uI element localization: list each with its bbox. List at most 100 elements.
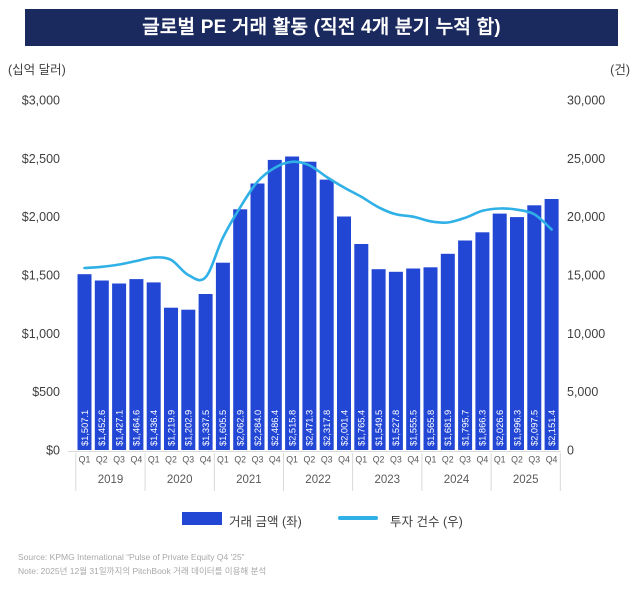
bar-value-label: $1,866.3	[478, 410, 488, 446]
bar-2024 Q3	[458, 240, 473, 450]
x-tick-quarter: Q3	[528, 455, 540, 465]
bar-2022 Q2	[302, 161, 317, 450]
x-tick-quarter: Q2	[373, 455, 385, 465]
x-tick-quarter: Q4	[477, 455, 489, 465]
right-axis-tick: 0	[567, 444, 574, 458]
bar-value-label: $1,765.4	[357, 410, 367, 446]
bar-2023 Q4	[406, 268, 421, 450]
bar-value-label: $2,062.9	[236, 410, 246, 446]
bar-value-label: $2,284.0	[253, 410, 263, 446]
bar-2024 Q1	[423, 267, 438, 450]
x-tick-quarter: Q1	[217, 455, 229, 465]
bar-value-label: $2,486.4	[270, 410, 280, 446]
x-tick-quarter: Q2	[234, 455, 246, 465]
x-tick-quarter: Q3	[459, 455, 471, 465]
right-axis-unit-label: (건)	[610, 63, 630, 77]
bar-value-label: $2,026.6	[495, 410, 505, 446]
left-axis-tick: $2,000	[22, 210, 60, 224]
note-line: Note: 2025년 12월 31일까지의 PitchBook 거래 데이터를…	[18, 565, 267, 576]
bar-value-label: $1,219.9	[166, 410, 176, 446]
bar-value-label: $1,507.1	[80, 410, 90, 446]
x-tick-year: 2025	[513, 474, 539, 486]
right-axis-tick: 20,000	[567, 210, 605, 224]
bar-2020 Q2	[164, 307, 178, 450]
bar-2023 Q2	[371, 269, 386, 450]
bar-value-label: $1,202.9	[184, 410, 194, 446]
right-axis-tick: 15,000	[567, 269, 605, 283]
x-tick-quarter: Q1	[286, 455, 298, 465]
bar-value-label: $1,681.9	[443, 410, 453, 446]
x-tick-quarter: Q4	[200, 455, 212, 465]
bar-value-label: $2,151.4	[547, 410, 557, 446]
right-axis-tick: 10,000	[567, 327, 605, 341]
bar-value-label: $2,001.4	[339, 410, 349, 446]
bar-value-label: $1,565.8	[426, 410, 436, 446]
x-tick-quarter: Q1	[148, 455, 160, 465]
x-tick-year: 2023	[375, 474, 401, 486]
x-tick-quarter: Q2	[442, 455, 454, 465]
bar-value-label: $2,097.5	[530, 410, 540, 446]
right-axis-tick: 30,000	[567, 94, 605, 108]
legend-bar-label: 거래 금액 (좌)	[229, 515, 302, 529]
bar-2022 Q4	[337, 216, 351, 450]
deal-count-line	[83, 160, 553, 282]
x-tick-quarter: Q3	[252, 455, 264, 465]
bar-2021 Q2	[233, 209, 248, 450]
bar-2020 Q4	[198, 294, 213, 450]
bar-2023 Q3	[388, 271, 403, 450]
left-axis-tick: $0	[46, 444, 60, 458]
chart-title: 글로벌 PE 거래 활동 (직전 4개 분기 누적 합)	[25, 9, 618, 46]
source-line: Source: KPMG International “Pulse of Pri…	[18, 552, 245, 562]
x-tick-quarter: Q3	[321, 455, 333, 465]
x-tick-year: 2021	[236, 474, 262, 486]
left-axis-tick: $2,500	[22, 152, 60, 166]
left-axis-tick: $1,500	[22, 269, 60, 283]
x-tick-quarter: Q1	[494, 455, 506, 465]
legend-bar-swatch	[182, 512, 222, 525]
bar-value-label: $2,317.8	[322, 410, 332, 446]
bar-value-label: $1,605.5	[218, 410, 228, 446]
bar-2024 Q2	[440, 253, 455, 450]
x-tick-quarter: Q4	[407, 455, 419, 465]
bar-2025 Q2	[510, 217, 524, 450]
bar-2019 Q1	[77, 274, 92, 450]
bar-2023 Q1	[354, 244, 369, 450]
bar-2022 Q3	[319, 179, 334, 450]
bar-value-label: $1,996.3	[512, 410, 522, 446]
bar-value-label: $1,427.1	[114, 410, 124, 446]
x-tick-year: 2020	[167, 474, 193, 486]
legend-line-label: 투자 건수 (우)	[390, 515, 463, 529]
bar-value-label: $1,795.7	[460, 410, 470, 446]
bar-value-label: $1,527.8	[391, 410, 401, 446]
x-tick-quarter: Q2	[96, 455, 108, 465]
x-tick-quarter: Q4	[338, 455, 350, 465]
x-tick-quarter: Q4	[269, 455, 281, 465]
x-tick-quarter: Q1	[425, 455, 437, 465]
legend-line-swatch	[338, 516, 378, 520]
bar-2021 Q1	[215, 262, 230, 450]
bar-value-label: $1,452.6	[97, 410, 107, 446]
right-axis-tick: 25,000	[567, 152, 605, 166]
bar-2019 Q4	[129, 279, 144, 450]
bar-2019 Q2	[94, 280, 109, 450]
x-tick-quarter: Q3	[113, 455, 125, 465]
bar-2021 Q3	[250, 183, 265, 450]
bar-2022 Q1	[285, 156, 300, 450]
x-tick-quarter: Q2	[511, 455, 523, 465]
left-axis-tick: $500	[32, 385, 60, 399]
x-tick-quarter: Q4	[546, 455, 558, 465]
pe-activity-chart: $0 $500 $1,000 $1,500 $2,000 $2,500 $3,000 0 5,0…	[22, 94, 605, 491]
x-tick-quarter: Q3	[182, 455, 194, 465]
bar-value-label: $1,436.4	[149, 410, 159, 446]
bar-2020 Q3	[181, 309, 196, 450]
x-tick-quarter: Q4	[131, 455, 143, 465]
bar-value-label: $1,549.5	[374, 410, 384, 446]
bar-2019 Q3	[112, 283, 127, 450]
bar-2025 Q3	[527, 205, 542, 450]
bar-2025 Q4	[544, 199, 559, 450]
bar-value-label: $2,471.3	[305, 410, 315, 446]
source-note: Source: KPMG International “Pulse of Pri…	[18, 551, 266, 578]
bar-2021 Q4	[267, 159, 282, 450]
bar-2020 Q1	[146, 282, 161, 450]
bar-2024 Q4	[475, 232, 490, 450]
